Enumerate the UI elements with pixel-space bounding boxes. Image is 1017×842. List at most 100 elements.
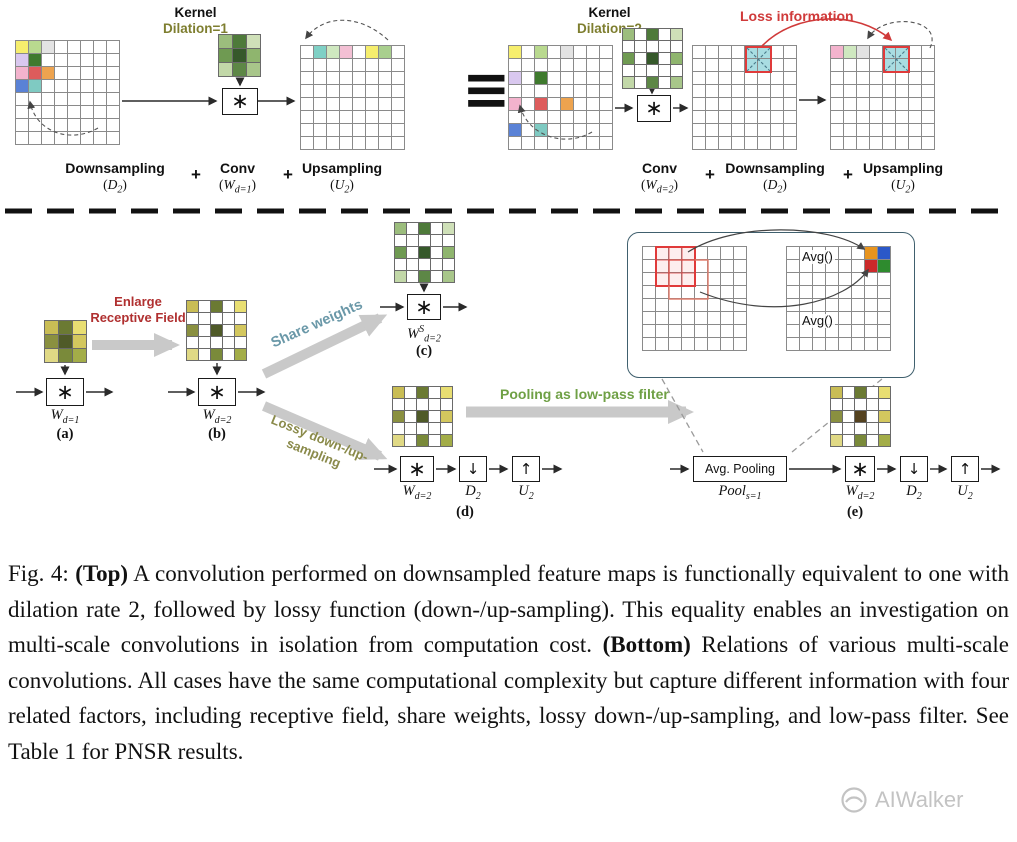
grid-cell — [870, 46, 882, 58]
grid-cell — [878, 312, 890, 324]
conv-box-d: ∗ — [400, 456, 434, 482]
grid-cell — [732, 72, 744, 84]
math-run: ( — [641, 176, 646, 192]
grid-cell — [107, 132, 119, 144]
grid-cell — [68, 93, 80, 105]
avg-label-1: Avg() — [800, 249, 835, 265]
math-run: ( — [219, 176, 224, 192]
grid-cell — [509, 85, 521, 97]
grid-cell — [647, 77, 658, 88]
grid-cell — [635, 41, 646, 52]
grid-cell — [535, 98, 547, 110]
grid-cell — [327, 59, 339, 71]
grid-cell — [623, 41, 634, 52]
grid-cell — [659, 29, 670, 40]
grid-cell — [826, 338, 838, 350]
grid-cell — [855, 411, 866, 422]
math-run: U — [518, 483, 529, 499]
grid-cell — [831, 137, 843, 149]
grid-cell — [353, 72, 365, 84]
grid-cell — [647, 53, 658, 64]
grid-cell — [379, 46, 391, 58]
grid-cell — [219, 35, 232, 48]
grid-cell — [395, 271, 406, 282]
grid-cell — [431, 223, 442, 234]
grid-cell — [693, 111, 705, 123]
grid-cell — [419, 235, 430, 246]
grid-cell — [771, 85, 783, 97]
pool-label: Pools=1 — [693, 483, 787, 502]
grid-cell — [587, 59, 599, 71]
grid-cell — [219, 63, 232, 76]
grid-cell — [68, 54, 80, 66]
grid-cell — [844, 46, 856, 58]
grid-cell — [73, 321, 86, 334]
grid-cell — [42, 93, 54, 105]
grid-cell — [68, 119, 80, 131]
grid-cell — [199, 349, 210, 360]
grid-cell — [839, 273, 851, 285]
grid-cell — [745, 124, 757, 136]
grid-cell — [771, 72, 783, 84]
grid-cell — [81, 132, 93, 144]
grid-cell — [695, 273, 707, 285]
grid-cell — [623, 65, 634, 76]
conv-box-top-right: ∗ — [637, 95, 671, 122]
grid-cell — [107, 41, 119, 53]
grid-cell — [535, 72, 547, 84]
grid-cell — [813, 299, 825, 311]
math-run: 2 — [475, 490, 481, 502]
grid-cell — [800, 338, 812, 350]
math-run: D — [906, 483, 917, 499]
grid-cell — [211, 313, 222, 324]
kernel-caption-left: Kernel Dilation=1 — [138, 5, 253, 36]
grid-cell — [379, 137, 391, 149]
grid-cell — [522, 72, 534, 84]
grid-cell — [600, 85, 612, 97]
grid-cell — [732, 98, 744, 110]
grid-cell — [509, 98, 521, 110]
grid-cell — [659, 65, 670, 76]
grid-cell — [831, 387, 842, 398]
grid-cell — [695, 299, 707, 311]
grid-cell — [839, 286, 851, 298]
grid-cell — [787, 286, 799, 298]
grid-cell — [16, 93, 28, 105]
grid-cell — [813, 273, 825, 285]
grid-cell — [561, 98, 573, 110]
grid-cell — [857, 111, 869, 123]
grid-cell — [395, 247, 406, 258]
grid-cell — [353, 98, 365, 110]
grid-cell — [719, 72, 731, 84]
grid-cell — [758, 137, 770, 149]
grid-cell — [392, 46, 404, 58]
grid-cell — [708, 286, 720, 298]
grid-cell — [693, 124, 705, 136]
grid-cell — [734, 247, 746, 259]
grid-cell — [600, 46, 612, 58]
grid-cell — [695, 286, 707, 298]
grid-cell — [721, 299, 733, 311]
avg-pooling-box: Avg. Pooling — [693, 456, 787, 482]
kernel-a-grid — [44, 320, 87, 363]
subfigure-tag-e: (e) — [846, 504, 864, 520]
grid-cell — [732, 85, 744, 97]
grid-cell — [682, 325, 694, 337]
grid-cell — [870, 72, 882, 84]
grid-cell — [522, 137, 534, 149]
grid-cell — [656, 273, 668, 285]
grid-cell — [548, 59, 560, 71]
grid-cell — [379, 124, 391, 136]
grid-cell — [211, 349, 222, 360]
grid-cell — [870, 59, 882, 71]
grid-cell — [909, 46, 921, 58]
grid-cell — [831, 98, 843, 110]
math-run: D — [767, 176, 778, 192]
math-run: ) — [910, 176, 915, 192]
grid-cell — [787, 312, 799, 324]
grid-cell — [587, 137, 599, 149]
grid-cell — [787, 299, 799, 311]
op-label-downsampling-left: Downsampling (D2) — [65, 160, 165, 196]
grid-cell — [68, 132, 80, 144]
